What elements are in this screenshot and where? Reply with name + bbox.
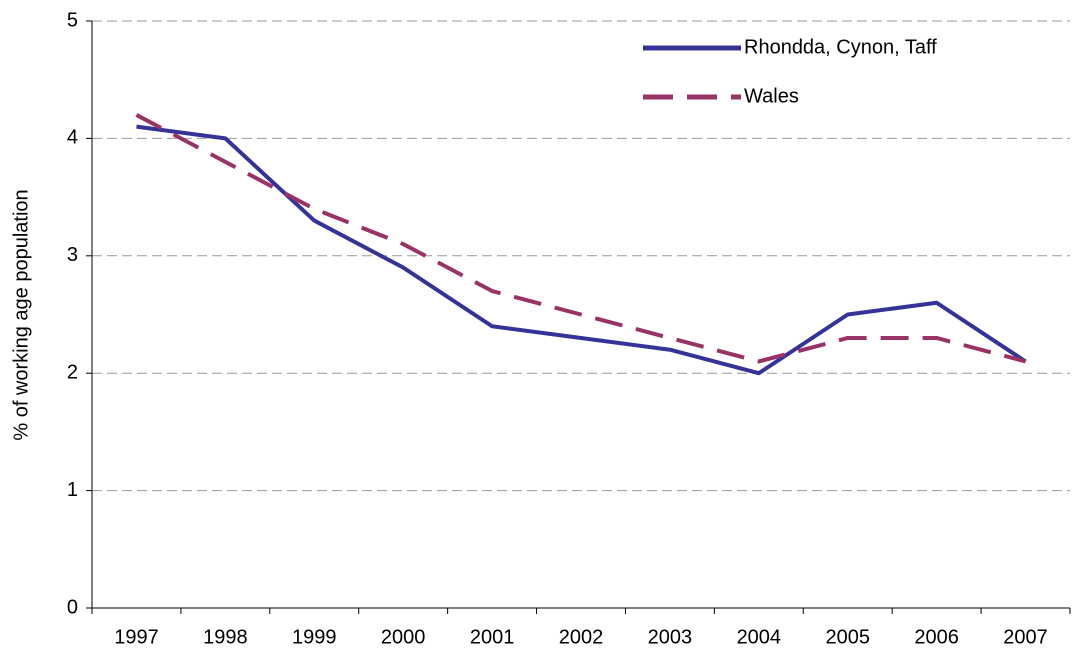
y-tick-label: 2 — [67, 361, 78, 383]
x-tick-label: 2003 — [648, 626, 693, 648]
y-tick-label: 1 — [67, 479, 78, 501]
x-tick-label: 2004 — [737, 626, 782, 648]
y-tick-label: 4 — [67, 127, 78, 149]
x-tick-label: 2000 — [381, 626, 426, 648]
x-tick-label: 1997 — [114, 626, 159, 648]
x-tick-label: 1999 — [292, 626, 337, 648]
x-tick-label: 2005 — [825, 626, 870, 648]
x-tick-label: 2001 — [470, 626, 515, 648]
x-tick-label: 1998 — [203, 626, 248, 648]
series-line — [135, 113, 1027, 364]
y-tick-label: 3 — [67, 244, 78, 266]
y-axis-label: % of working age population — [10, 189, 32, 440]
legend-label: Rhondda, Cynon, Taff — [744, 36, 937, 58]
x-tick-label: 2007 — [1003, 626, 1048, 648]
y-tick-label: 0 — [67, 596, 78, 618]
y-tick-label: 5 — [67, 9, 78, 31]
series-line — [136, 124, 1027, 376]
x-tick-label: 2002 — [559, 626, 604, 648]
x-tick-label: 2006 — [914, 626, 959, 648]
legend-label: Wales — [744, 85, 799, 107]
